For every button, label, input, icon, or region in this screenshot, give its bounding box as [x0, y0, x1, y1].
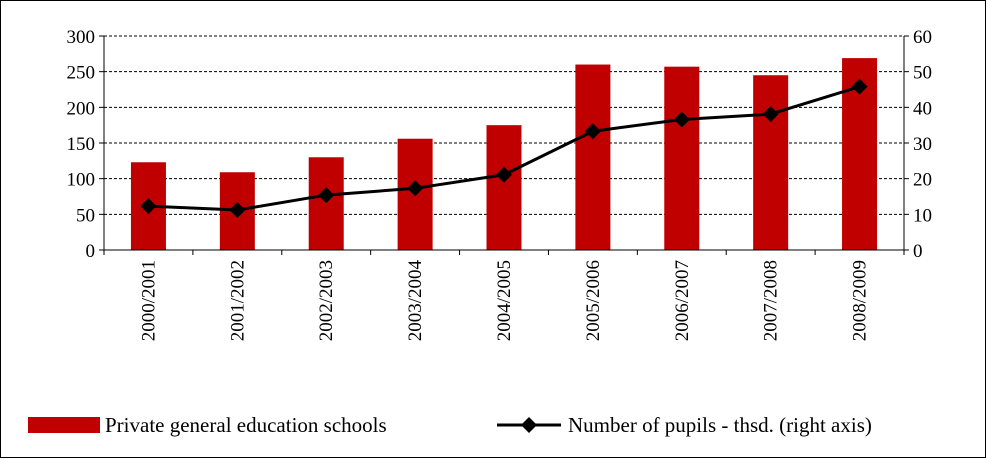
- category-label: 2001/2002: [227, 260, 248, 341]
- category-label: 2006/2007: [672, 260, 693, 341]
- left-tick-label: 250: [67, 63, 96, 84]
- right-tick-label: 30: [913, 134, 932, 155]
- bar-2004/2005: [486, 125, 522, 250]
- pupils-marker-2004/2005: [496, 166, 512, 183]
- pupils-marker-2001/2002: [229, 202, 246, 219]
- line-series: [140, 78, 868, 219]
- legend-label-pupils: Number of pupils - thsd. (right axis): [568, 413, 872, 437]
- left-tick-label: 0: [86, 241, 96, 262]
- right-tick-label: 0: [913, 241, 923, 262]
- pupils-marker-2000/2001: [140, 198, 157, 215]
- category-label: 2007/2008: [761, 260, 782, 341]
- legend-label-schools: Private general education schools: [105, 413, 387, 437]
- legend: Private general education schools Number …: [28, 413, 872, 437]
- right-tick-label: 20: [913, 170, 932, 191]
- category-label: 2003/2004: [405, 260, 426, 342]
- legend-marker-pupils: [521, 417, 537, 433]
- bar-series: [130, 58, 878, 251]
- tick-labels: 0 50 100 150 200 250 300 0 10 20 30 40 50 60 2000/2001…: [67, 27, 933, 341]
- left-tick-label: 200: [67, 98, 96, 119]
- category-label: 2004/2005: [494, 260, 515, 341]
- pupils-marker-2005/2006: [584, 123, 601, 140]
- pupils-marker-2002/2003: [318, 187, 335, 204]
- category-label: 2005/2006: [583, 260, 604, 341]
- category-label: 2008/2009: [850, 260, 871, 341]
- bar-2007/2008: [753, 75, 789, 250]
- right-tick-label: 40: [913, 98, 932, 119]
- right-tick-label: 60: [913, 27, 932, 48]
- left-tick-label: 300: [67, 27, 96, 48]
- bar-2006/2007: [664, 66, 700, 250]
- legend-swatch-schools: [28, 417, 100, 433]
- pupils-marker-2008/2009: [851, 78, 868, 95]
- right-tick-label: 50: [913, 63, 932, 84]
- right-tick-label: 10: [913, 205, 932, 226]
- left-tick-label: 150: [67, 134, 96, 155]
- left-tick-label: 50: [76, 205, 95, 226]
- category-label: 2000/2001: [138, 260, 159, 341]
- pupils-marker-2007/2008: [762, 106, 779, 123]
- bar-2002/2003: [308, 157, 344, 250]
- axes: [99, 35, 909, 255]
- category-label: 2002/2003: [316, 260, 337, 341]
- pupils-marker-2003/2004: [407, 180, 424, 197]
- left-tick-label: 100: [67, 170, 96, 191]
- pupils-marker-2006/2007: [673, 111, 690, 128]
- bar-2005/2006: [575, 64, 611, 251]
